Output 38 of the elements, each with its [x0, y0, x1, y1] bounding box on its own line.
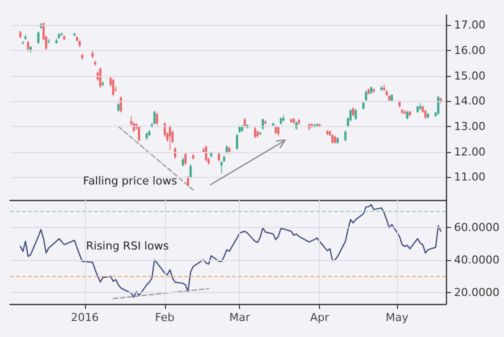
candlestick — [218, 152, 220, 162]
y-tick-label: 12.00 — [454, 145, 486, 158]
y-tick-label: 11.00 — [454, 170, 486, 184]
candlestick — [352, 106, 354, 117]
candlestick — [189, 164, 192, 179]
annotation: Falling price lows — [83, 174, 178, 188]
y-tick-label: 20.0000 — [454, 286, 500, 300]
x-tick-label: Mar — [229, 311, 250, 324]
candlestick — [156, 112, 158, 126]
candlestick — [184, 152, 187, 166]
candlestick — [424, 109, 426, 120]
y-tick-label: 13.00 — [454, 120, 486, 134]
x-tick-label: 2016 — [70, 311, 99, 324]
candlestick — [164, 122, 166, 138]
candlestick — [331, 134, 334, 144]
y-tick-label: 15.00 — [454, 69, 486, 82]
candlestick — [99, 67, 102, 88]
y-tick-label: 14.00 — [454, 94, 486, 108]
x-tick-label: May — [386, 311, 409, 324]
candlestick — [73, 32, 76, 37]
x-tick-label: Feb — [155, 311, 175, 324]
x-tick-label: Apr — [310, 311, 330, 324]
candlestick — [244, 117, 246, 128]
candlestick — [37, 31, 40, 45]
candlestick — [437, 96, 440, 116]
candlestick — [354, 108, 357, 120]
candlestick — [274, 124, 277, 135]
candlestick — [26, 40, 30, 52]
y-tick-label: 17.00 — [454, 18, 486, 32]
candlestick — [236, 134, 238, 150]
candlestick — [254, 126, 256, 139]
candlestick — [277, 126, 280, 137]
y-tick-label: 16.00 — [454, 44, 486, 57]
y-tick-label: 60.0000 — [454, 221, 500, 234]
candlestick — [112, 78, 114, 96]
line-series — [20, 204, 442, 298]
y-tick-label: 40.0000 — [454, 254, 500, 267]
annotation: Rising RSI lows — [86, 240, 170, 252]
